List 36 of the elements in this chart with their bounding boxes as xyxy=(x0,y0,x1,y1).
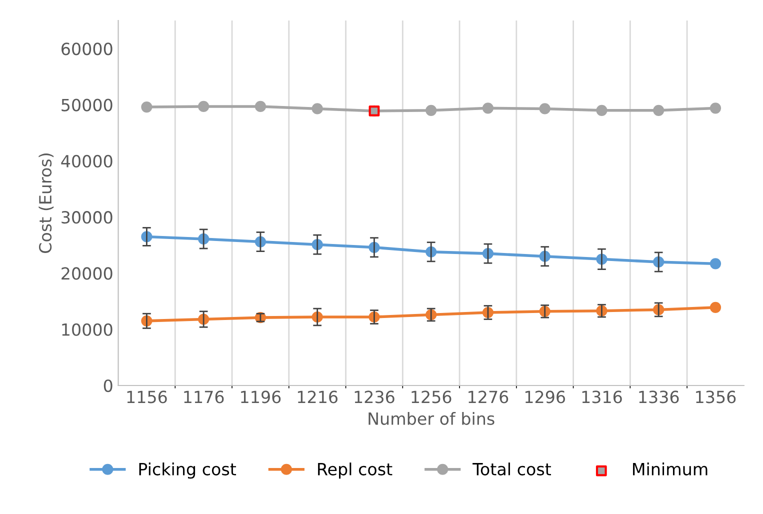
y-axis-title: Cost (Euros) xyxy=(38,154,54,253)
x-tick-label: 1176 xyxy=(184,390,224,404)
point xyxy=(254,100,266,112)
x-tick-label: 1256 xyxy=(412,390,452,404)
legend-label: Total cost xyxy=(472,462,551,476)
x-tick-label: 1196 xyxy=(241,390,281,404)
point xyxy=(710,258,722,270)
x-tick-label: 1316 xyxy=(582,390,622,404)
x-tick-label: 1276 xyxy=(468,390,508,404)
x-tick-label: 1356 xyxy=(696,390,736,404)
point xyxy=(141,101,152,113)
point xyxy=(539,103,550,114)
point xyxy=(482,102,494,114)
y-tick-label: 60000 xyxy=(62,42,112,56)
x-tick-label: 1296 xyxy=(525,390,566,404)
point xyxy=(426,104,437,116)
y-tick-label: 30000 xyxy=(62,211,112,224)
point xyxy=(710,102,722,114)
y-tick-label: 50000 xyxy=(62,98,112,112)
x-tick-label: 1236 xyxy=(354,390,394,404)
y-tick-label: 0 xyxy=(104,379,112,392)
legend-label: Minimum xyxy=(633,462,708,476)
x-tick-label: 1336 xyxy=(639,390,679,404)
point xyxy=(312,103,323,114)
point xyxy=(653,104,664,116)
legend-label: Picking cost xyxy=(139,462,236,479)
x-tick-label: 1156 xyxy=(127,390,167,404)
point xyxy=(710,302,722,314)
y-tick-label: 40000 xyxy=(61,154,112,168)
x-tick-label: 1216 xyxy=(298,390,338,404)
legend-label: Repl cost xyxy=(318,462,392,479)
y-tick-label: 10000 xyxy=(62,323,112,336)
point xyxy=(198,100,210,112)
y-tick-label: 20000 xyxy=(62,267,112,280)
point xyxy=(596,104,608,116)
x-axis-title: Number of bins xyxy=(368,412,494,425)
